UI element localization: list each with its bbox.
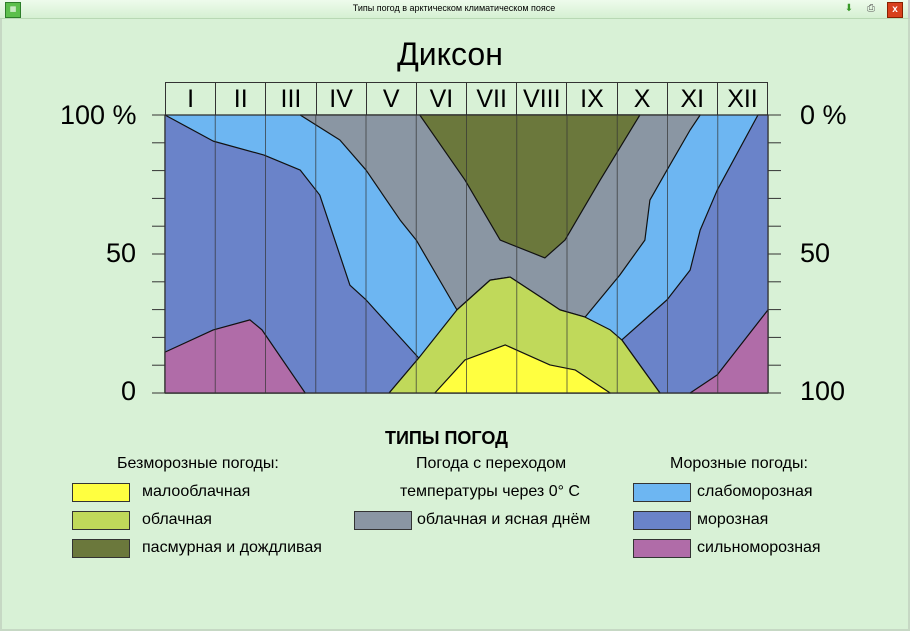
app-icon[interactable]: ▦: [5, 2, 21, 18]
print-icon[interactable]: ⎙: [867, 3, 875, 14]
month-label: IX: [566, 83, 616, 115]
month-label: IV: [315, 83, 366, 115]
month-label: X: [616, 83, 667, 115]
month-header: I II III IV V VI VII VIII IX X XI XII: [165, 82, 768, 115]
legend-label: малооблачная: [142, 483, 251, 500]
month-label: VIII: [516, 83, 566, 115]
left-tick-label: 100 %: [60, 100, 137, 130]
legend-label: сильноморозная: [697, 539, 821, 556]
month-label: VI: [415, 83, 466, 115]
window-frame: [0, 19, 910, 631]
legend-label: облачная и ясная днём: [417, 511, 591, 528]
month-label: I: [187, 85, 195, 113]
legend-label: морозная: [697, 511, 769, 528]
legend-swatch: [633, 539, 691, 558]
legend-swatch: [354, 511, 412, 530]
legend-swatch: [633, 483, 691, 502]
month-label: V: [365, 83, 416, 115]
right-tick-label: 0 %: [800, 100, 847, 130]
legend-swatch: [72, 539, 130, 558]
right-tick-label: 100: [800, 376, 846, 406]
download-icon[interactable]: ⬇: [844, 3, 854, 14]
legend-swatch: [72, 511, 130, 530]
month-label: XII: [716, 83, 767, 115]
month-label: VII: [466, 83, 516, 115]
region-облачная: [388, 276, 661, 394]
left-tick-label: 50: [106, 238, 137, 268]
legend-group-heading: температуры через 0° С: [400, 483, 580, 500]
close-icon[interactable]: x: [887, 2, 903, 18]
month-label: III: [265, 83, 315, 115]
legend-title: ТИПЫ ПОГОД: [385, 428, 508, 448]
window-title: Типы погод в арктическом климатическом п…: [352, 3, 556, 13]
legend-group-heading: Морозные погоды:: [670, 455, 808, 472]
legend-swatch: [72, 483, 130, 502]
legend-group-heading: Погода с переходом: [416, 455, 567, 472]
legend-label: облачная: [142, 511, 212, 528]
month-label: XI: [666, 83, 717, 115]
region-пасмурная-и-дождливая: [419, 114, 641, 259]
chart-title: Диксон: [397, 36, 503, 72]
legend-label: слабоморозная: [697, 483, 813, 500]
weather-area-chart: [152, 114, 781, 394]
month-label: II: [215, 83, 265, 115]
title-bar: ▦ Типы погод в арктическом климатическом…: [0, 0, 910, 19]
legend-group-heading: Безморозные погоды:: [117, 455, 279, 472]
legend-label: пасмурная и дождливая: [142, 539, 322, 556]
left-tick-label: 0: [121, 376, 137, 406]
legend-swatch: [633, 511, 691, 530]
right-tick-label: 50: [800, 238, 831, 268]
